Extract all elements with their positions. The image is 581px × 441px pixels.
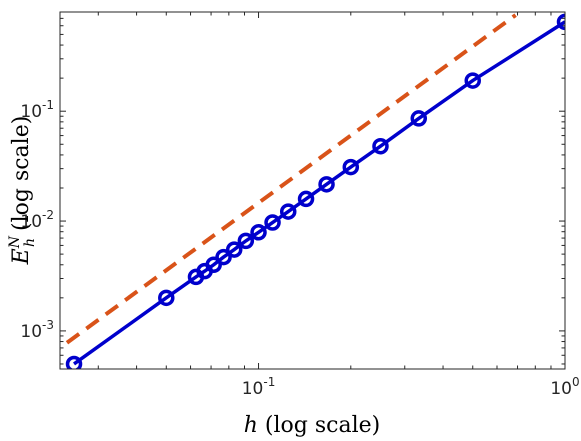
error-data-point xyxy=(215,248,232,266)
x-axis-label: h (log scale) xyxy=(244,413,380,438)
error-data-point xyxy=(65,355,83,369)
x-axis-label-suffix: (log scale) xyxy=(258,413,380,438)
x-tick-label: 100 xyxy=(550,375,579,399)
error-data-point xyxy=(556,13,565,31)
x-tick-label: 10-1 xyxy=(242,375,276,399)
y-tick-label-base: 10 xyxy=(20,322,42,342)
y-axis-label-suffix: (log scale) xyxy=(9,116,34,238)
error-data-point xyxy=(279,203,297,220)
x-tick-label-base: 10 xyxy=(242,379,264,399)
error-data-point xyxy=(464,72,481,89)
error-data-point xyxy=(205,256,222,274)
tick-marks xyxy=(60,11,566,369)
y-tick-label-base: 10 xyxy=(20,212,42,232)
y-tick-label: 10-1 xyxy=(20,98,54,122)
plot-area xyxy=(59,11,566,370)
plot-background xyxy=(60,12,565,369)
y-axis-label-base: E xyxy=(9,248,34,265)
error-data-point xyxy=(410,110,428,127)
y-axis-label-superscript: N xyxy=(7,235,23,249)
error-data-point xyxy=(158,289,175,307)
y-tick-label-base: 10 xyxy=(20,102,42,122)
y-axis-label: ENh (log scale) xyxy=(7,116,38,266)
y-axis-label-subscript: h xyxy=(22,238,38,247)
y-axis-label-group: ENh (log scale) xyxy=(7,116,38,266)
error-data-point xyxy=(237,232,255,250)
error-data-point xyxy=(318,176,335,193)
reference-slope-line xyxy=(60,13,517,351)
y-tick-label-exponent: -3 xyxy=(42,318,54,332)
y-tick-label: 10-2 xyxy=(20,208,54,232)
error-data-point xyxy=(372,137,389,155)
error-data-point xyxy=(225,241,243,258)
axes-box xyxy=(59,11,566,370)
y-tick-label-exponent: -2 xyxy=(42,208,54,222)
error-data-point xyxy=(264,214,281,231)
y-tick-label: 10-3 xyxy=(20,318,54,342)
x-tick-label-exponent: 0 xyxy=(572,375,580,389)
y-tick-label-exponent: -1 xyxy=(42,98,54,112)
error-data-point xyxy=(297,190,315,208)
x-axis-label-variable: h xyxy=(244,413,258,438)
error-data-point xyxy=(250,224,267,241)
series-layer xyxy=(60,13,565,369)
error-data-point xyxy=(342,158,360,176)
x-tick-label-base: 10 xyxy=(550,379,572,399)
x-tick-label-exponent: -1 xyxy=(263,375,275,389)
